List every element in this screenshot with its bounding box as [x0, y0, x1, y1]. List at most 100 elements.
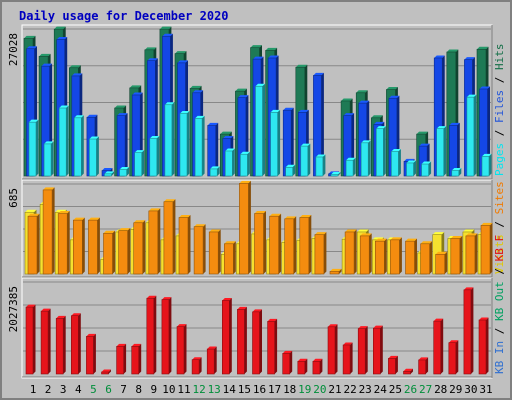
bar-face: [40, 310, 49, 375]
bar-top: [446, 49, 459, 52]
bar-side: [156, 135, 160, 176]
bar-side: [339, 268, 342, 274]
x-tick-label: 29: [449, 383, 462, 396]
bar-side: [278, 213, 282, 274]
bar: [86, 333, 96, 375]
bar-face: [74, 117, 82, 177]
bar: [299, 215, 312, 275]
bar-top: [86, 333, 96, 337]
bar-face: [119, 169, 127, 177]
bar-face: [237, 309, 245, 375]
x-tick-label: 26: [404, 383, 417, 396]
bar-side: [82, 217, 85, 274]
bar-top: [26, 304, 36, 308]
bar-side: [97, 217, 100, 274]
bar-face: [149, 138, 158, 177]
bar-top: [54, 26, 66, 30]
bar-side: [350, 342, 353, 374]
bar-side: [37, 213, 40, 274]
bar-face: [297, 360, 306, 375]
bar-side: [187, 110, 190, 176]
bar: [178, 215, 191, 275]
bar-face: [480, 225, 491, 275]
bar-side: [127, 228, 131, 274]
legend-entry: /: [493, 123, 506, 143]
bar-top: [388, 95, 400, 99]
bar-top: [330, 268, 342, 272]
bar-top: [265, 47, 278, 51]
bar-top: [405, 238, 417, 242]
bar: [239, 180, 251, 275]
bar-top: [133, 220, 146, 223]
bar-top: [433, 318, 444, 322]
bar: [372, 325, 383, 375]
bar-top: [416, 131, 429, 135]
series-kb-f: [25, 287, 489, 375]
bar-side: [232, 148, 235, 176]
bar-side: [368, 140, 371, 176]
bar: [465, 233, 478, 275]
x-tick-label: 5: [90, 383, 97, 396]
bar-side: [66, 105, 69, 176]
bar-face: [86, 336, 94, 375]
bar-side: [395, 355, 398, 374]
bar-side: [338, 172, 341, 176]
bar-face: [374, 240, 385, 275]
bar: [74, 115, 84, 177]
bar-side: [138, 343, 142, 374]
bar-side: [126, 166, 130, 176]
bar-top: [117, 113, 128, 116]
chart-panels: 27028 Pages / Files / Hits 685 Visits / Sit…: [7, 24, 506, 379]
bar-top: [239, 180, 251, 184]
bar: [357, 326, 368, 375]
bar: [43, 141, 54, 177]
panel-legend-bottom: KB In / KB Out / KB F: [493, 235, 506, 374]
bar-side: [217, 166, 220, 176]
bar-face: [282, 353, 291, 375]
bar-face: [345, 159, 354, 177]
bar-face: [252, 311, 260, 375]
bar-face: [104, 173, 112, 177]
bar-top: [209, 229, 221, 232]
bar: [342, 342, 353, 375]
x-axis-tick-labels: 1 2 3 4 5 6 7 8 9 10 11 12 13 14 15 16 17 18 19 20 21 22 23 24 2…: [30, 383, 493, 396]
bar-side: [459, 236, 463, 274]
bar-top: [283, 107, 294, 111]
bar-top: [147, 58, 158, 61]
bar-side: [443, 126, 447, 176]
bar: [103, 230, 115, 275]
bar-side: [414, 238, 417, 274]
bar-face: [342, 344, 351, 375]
bar-side: [218, 229, 221, 274]
bar: [300, 143, 311, 177]
bar-top: [388, 355, 398, 359]
bar: [403, 368, 413, 375]
bar-top: [163, 199, 176, 202]
bar-face: [357, 328, 366, 375]
bar-face: [161, 299, 170, 375]
bar-top: [190, 85, 202, 89]
bar: [315, 154, 326, 177]
bar-side: [457, 122, 460, 176]
bar-side: [384, 238, 387, 274]
bar-face: [466, 96, 475, 177]
bar-side: [125, 113, 128, 176]
bar-top: [162, 33, 173, 37]
bar: [194, 115, 205, 177]
bar-top: [435, 251, 448, 255]
bar-face: [388, 358, 396, 375]
bar-top: [268, 55, 279, 58]
bar-top: [222, 297, 232, 301]
bar-face: [42, 189, 53, 275]
legend-entry: Visits: [493, 234, 506, 274]
bar-top: [44, 141, 54, 144]
bar-top: [477, 46, 489, 50]
legend-entry: KB Out: [493, 281, 506, 321]
x-tick-label: 9: [150, 383, 157, 396]
bar-top: [481, 222, 493, 226]
bar: [119, 166, 130, 177]
bar: [208, 229, 221, 275]
bar-side: [470, 287, 474, 374]
x-tick-label: 10: [162, 383, 175, 396]
bar-side: [274, 318, 278, 374]
